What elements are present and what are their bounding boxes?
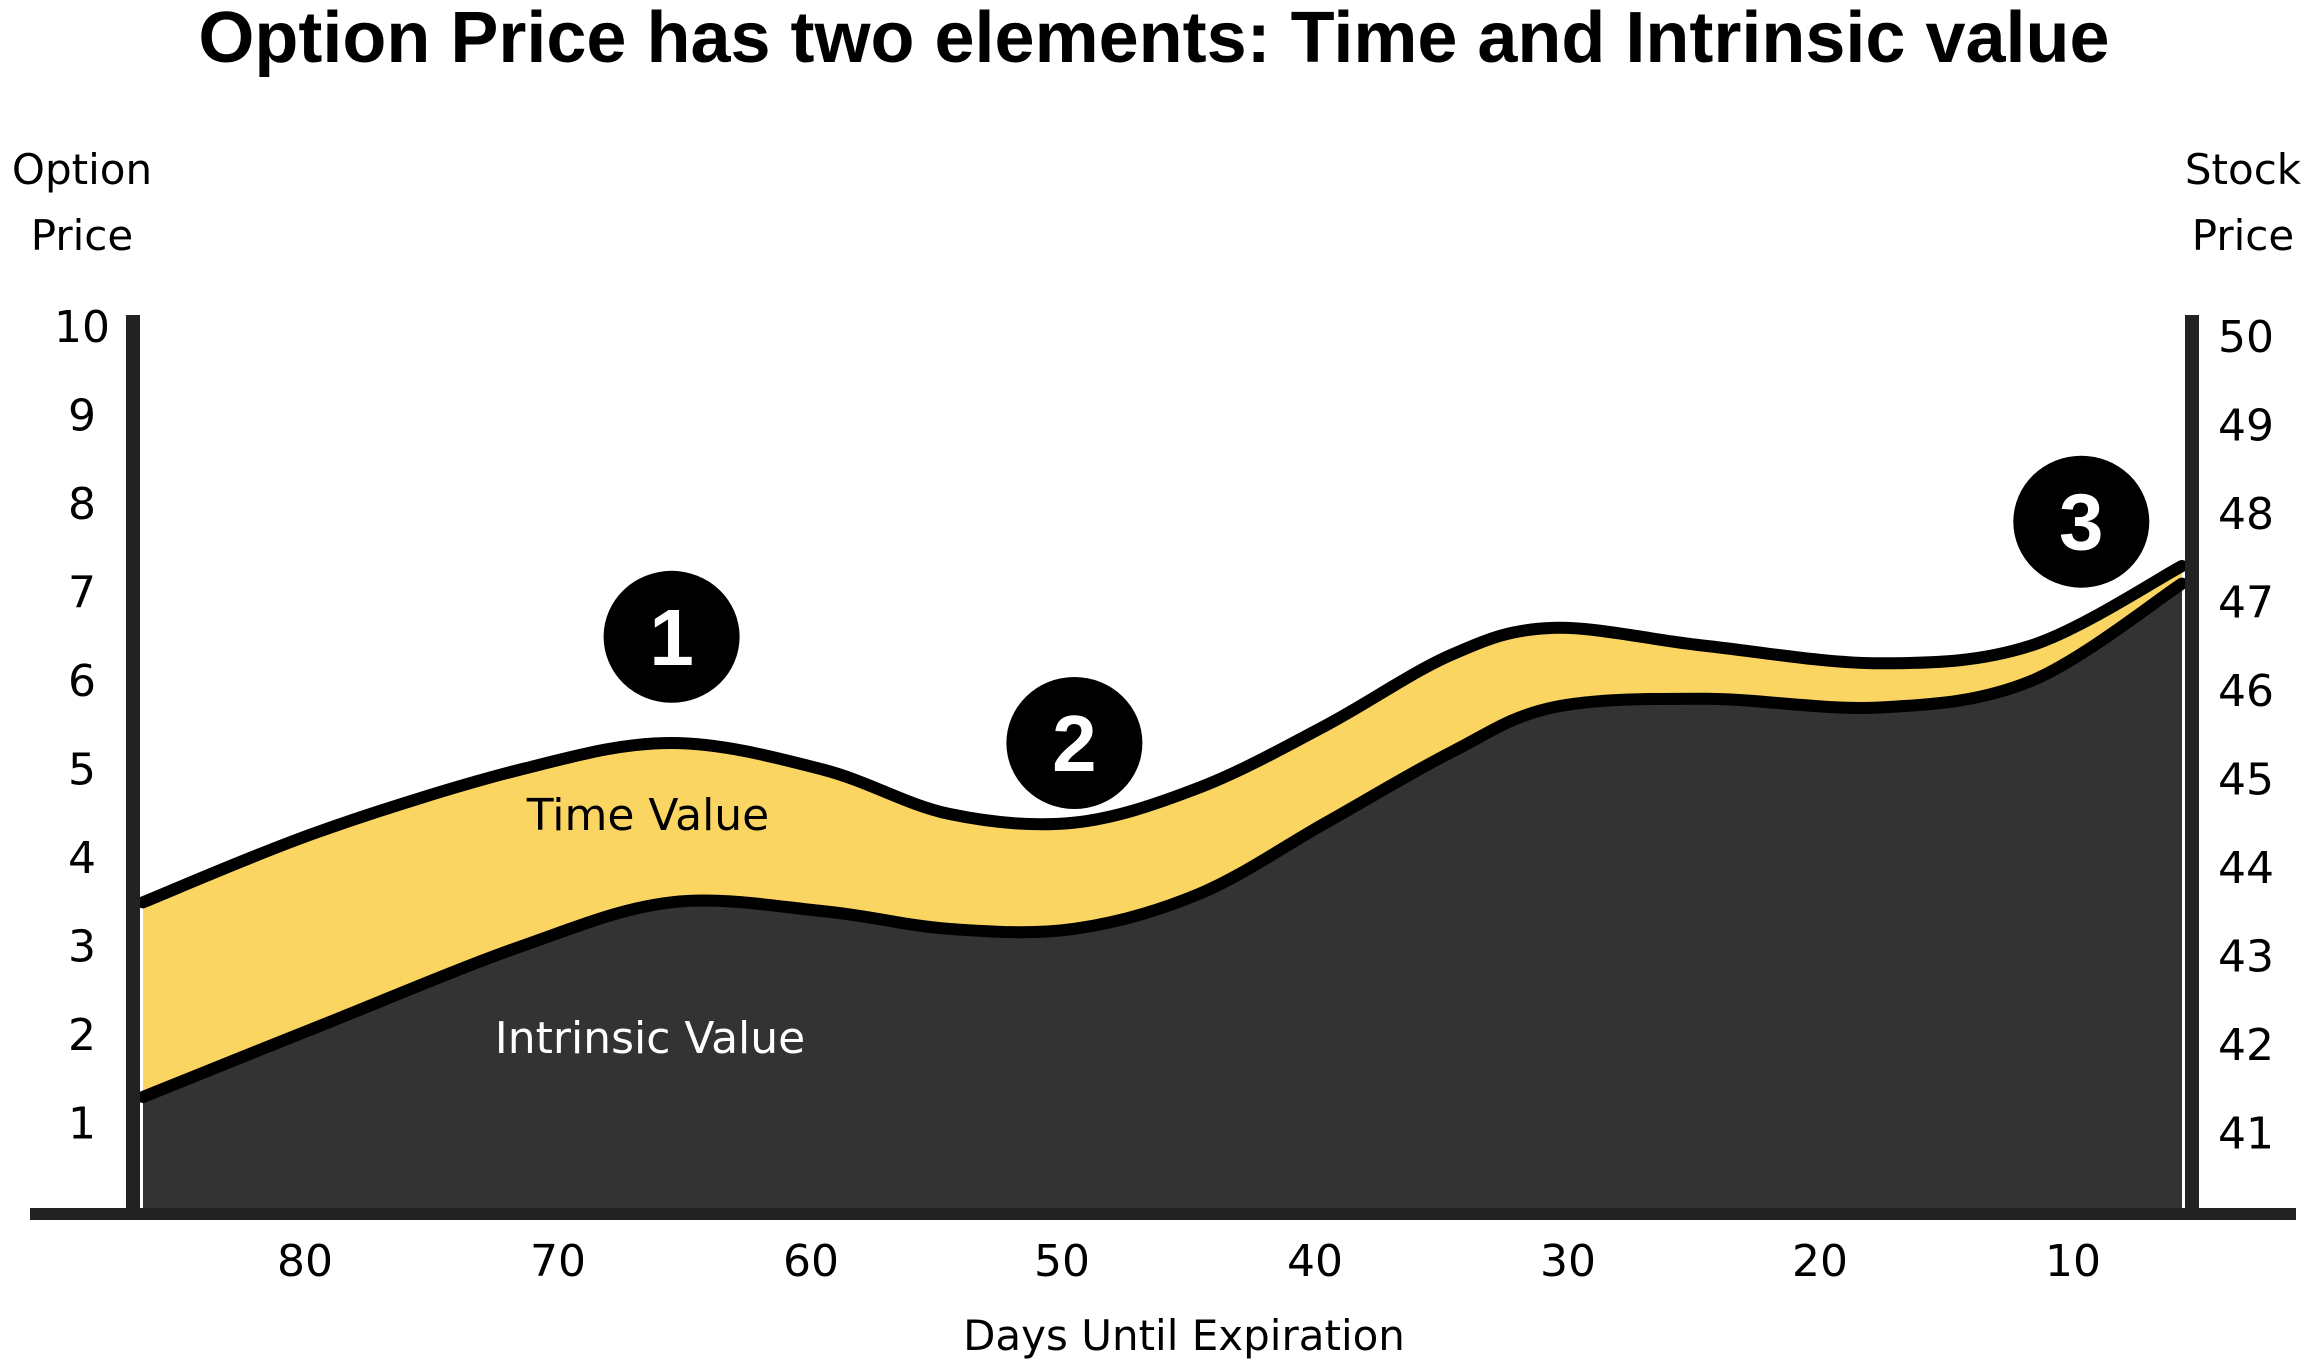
y-right-tick: 43 xyxy=(2218,932,2274,983)
time-value-label: Time Value xyxy=(526,790,770,841)
annotation-number: 2 xyxy=(1052,699,1097,788)
x-tick: 10 xyxy=(2045,1236,2101,1287)
x-tick: 50 xyxy=(1034,1236,1090,1287)
y-right-tick: 47 xyxy=(2218,578,2274,629)
y-left-tick: 1 xyxy=(68,1099,96,1150)
areas-group xyxy=(137,560,2188,1212)
y-right-tick: 41 xyxy=(2218,1109,2274,1160)
y-right-tick: 44 xyxy=(2218,843,2274,894)
x-tick: 30 xyxy=(1540,1236,1596,1287)
y-right-label-line1: Stock xyxy=(2185,145,2302,194)
y-left-tick: 8 xyxy=(68,479,96,530)
y-left-tick: 4 xyxy=(68,833,96,884)
y-left-tick: 6 xyxy=(68,656,96,707)
intrinsic-value-label: Intrinsic Value xyxy=(495,1013,805,1064)
x-tick: 20 xyxy=(1792,1236,1848,1287)
annotations-group: 1 2 3 xyxy=(603,455,2150,809)
annotation-number: 3 xyxy=(2059,478,2104,567)
x-tick: 40 xyxy=(1287,1236,1343,1287)
annotation-badge xyxy=(1006,677,1143,809)
y-right-tick: 50 xyxy=(2218,312,2274,363)
annotation-badge xyxy=(2013,455,2150,588)
intrinsic-value-line xyxy=(137,577,2188,1103)
annotation-badge xyxy=(603,570,740,703)
time-value-line xyxy=(137,560,2188,909)
x-tick: 80 xyxy=(277,1236,333,1287)
y-right-tick: 45 xyxy=(2218,755,2274,806)
x-axis-label: Days Until Expiration xyxy=(963,1311,1405,1360)
x-tick: 60 xyxy=(783,1236,839,1287)
intrinsic-value-area xyxy=(143,583,2182,1212)
x-tick: 70 xyxy=(530,1236,586,1287)
chart-title: Option Price has two elements: Time and … xyxy=(198,0,2109,78)
annotation-number: 1 xyxy=(649,593,694,682)
axes-group xyxy=(30,315,2296,1220)
y-left-label-line1: Option xyxy=(12,145,152,194)
y-left-tick: 10 xyxy=(54,302,110,353)
y-right-tick: 42 xyxy=(2218,1020,2274,1071)
y-left-label-line2: Price xyxy=(31,211,133,260)
y-right-tick: 49 xyxy=(2218,401,2274,452)
y-left-tick: 5 xyxy=(68,745,96,796)
y-left-tick: 2 xyxy=(68,1010,96,1061)
y-right-tick: 46 xyxy=(2218,666,2274,717)
y-left-tick: 9 xyxy=(68,391,96,442)
y-right-tick: 48 xyxy=(2218,489,2274,540)
y-left-tick: 3 xyxy=(68,922,96,973)
y-right-label-line2: Price xyxy=(2192,211,2294,260)
y-left-tick: 7 xyxy=(68,568,96,619)
